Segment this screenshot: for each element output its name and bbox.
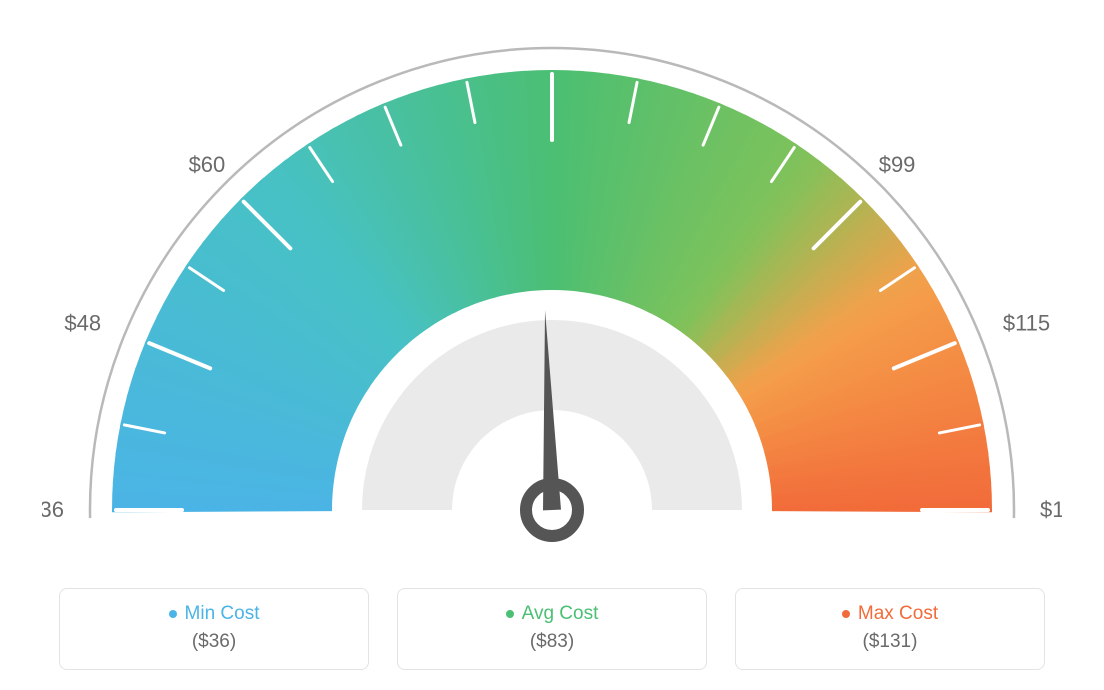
legend-card-min: Min Cost ($36) (59, 588, 369, 670)
dot-icon (169, 610, 177, 618)
gauge-tick-label: $115 (1003, 310, 1050, 335)
gauge-tick-label: $60 (189, 152, 226, 177)
legend-card-avg: Avg Cost ($83) (397, 588, 707, 670)
legend-title-text: Max Cost (858, 603, 938, 625)
legend-title-text: Min Cost (185, 603, 260, 625)
gauge-tick-label: $48 (64, 310, 101, 335)
dot-icon (506, 610, 514, 618)
gauge-svg: $36$48$60$83$99$115$131 (42, 40, 1062, 580)
legend-value-max: ($131) (736, 631, 1044, 653)
legend-title-avg: Avg Cost (506, 603, 599, 625)
legend-value-min: ($36) (60, 631, 368, 653)
legend-value-avg: ($83) (398, 631, 706, 653)
dot-icon (842, 610, 850, 618)
gauge-tick-label: $99 (879, 152, 916, 177)
legend-card-max: Max Cost ($131) (735, 588, 1045, 670)
gauge-chart: $36$48$60$83$99$115$131 (0, 0, 1104, 570)
gauge-tick-label: $36 (42, 497, 64, 522)
legend-title-text: Avg Cost (522, 603, 599, 625)
legend-title-min: Min Cost (169, 603, 260, 625)
legend-row: Min Cost ($36) Avg Cost ($83) Max Cost (… (0, 588, 1104, 670)
gauge-tick-label: $131 (1040, 497, 1062, 522)
legend-title-max: Max Cost (842, 603, 938, 625)
